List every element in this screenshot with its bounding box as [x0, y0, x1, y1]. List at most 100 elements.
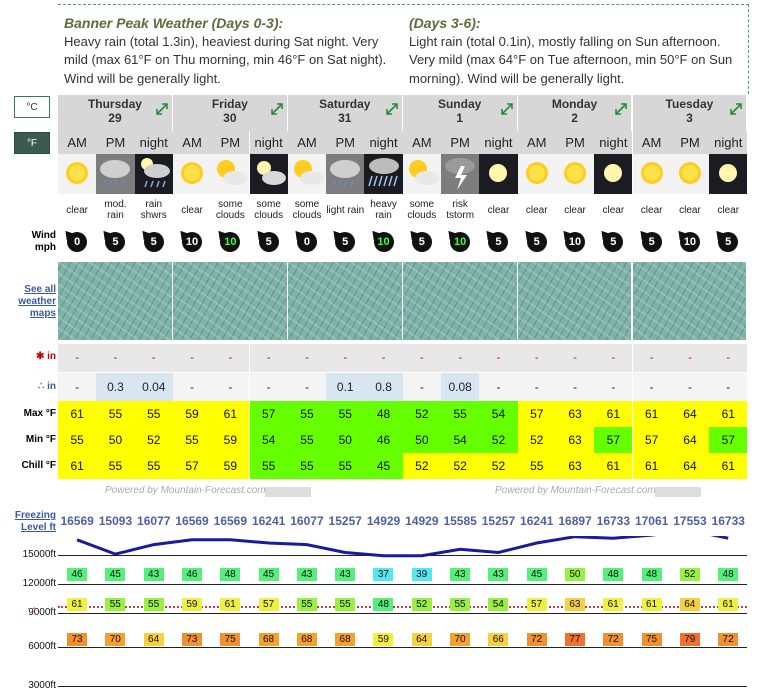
condition-text: clear: [717, 204, 740, 216]
expand-icon[interactable]: [730, 103, 743, 115]
wind-unit-text: mph: [34, 242, 56, 253]
min-temp-cell: 55: [287, 427, 327, 453]
min-temp-cell: 52: [479, 427, 518, 453]
min-temp-cell: 50: [402, 427, 441, 453]
snow-value: -: [594, 344, 633, 372]
weather-map-thumbnail[interactable]: [517, 262, 632, 340]
sun-cloud-icon: [402, 154, 441, 194]
temp-badge-6000ft: 59: [373, 633, 394, 646]
wind-speed-icon: 5: [250, 228, 288, 256]
max-temp-cell: 55: [96, 401, 135, 427]
day-name: Thursday: [87, 97, 142, 111]
moon-icon: [709, 154, 748, 194]
max-temp-cell: 59: [172, 401, 212, 427]
chill-temp-cell: 61: [709, 453, 748, 479]
temp-badge-6000ft: 72: [718, 633, 739, 646]
temp-badge-12000ft: 45: [258, 568, 279, 581]
snow-value: -: [211, 344, 250, 372]
min-temp-cell: 63: [555, 427, 595, 453]
chill-temp-cell: 52: [441, 453, 480, 479]
wind-speed-icon: 10: [364, 228, 402, 256]
max-temp-cell: 57: [249, 401, 288, 427]
max-temp-cell: 61: [594, 401, 633, 427]
freezing-level-value: 15257: [481, 514, 516, 528]
max-temp-cell: 57: [517, 401, 556, 427]
day-date: 3: [686, 111, 693, 125]
share-icons[interactable]: [655, 487, 701, 497]
condition-text: heavy rain: [370, 199, 397, 221]
temp-badge-12000ft: 50: [564, 568, 585, 581]
day-header[interactable]: Monday 2: [517, 95, 632, 131]
day-header[interactable]: Saturday 31: [287, 95, 402, 131]
fahrenheit-button[interactable]: °F: [14, 132, 50, 154]
expand-icon[interactable]: [615, 103, 628, 115]
weather-map-thumbnail[interactable]: [632, 262, 747, 340]
expand-icon[interactable]: [156, 103, 168, 115]
wind-label-text: Wind: [31, 230, 56, 241]
wind-speed-icon: 5: [326, 228, 364, 256]
condition-text: clear: [602, 204, 625, 216]
wind-value: 0: [296, 232, 317, 252]
share-icons[interactable]: [265, 487, 311, 497]
temp-badge-12000ft: 39: [411, 568, 432, 581]
min-temp-cell: 50: [326, 427, 365, 453]
wind-value: 10: [679, 232, 700, 252]
freezing-level-value: 16733: [711, 514, 745, 528]
expand-icon[interactable]: [385, 103, 398, 115]
expand-icon[interactable]: [270, 103, 283, 115]
weather-map-thumbnail[interactable]: [172, 262, 287, 340]
weather-map-thumbnail[interactable]: [287, 262, 402, 340]
freezing-level-value: 16897: [558, 514, 592, 528]
snow-value: -: [249, 344, 288, 372]
wind-label: Wind mph: [0, 228, 56, 258]
weather-map-thumbnail[interactable]: [58, 262, 172, 340]
day-header[interactable]: Tuesday 3: [632, 95, 747, 131]
temp-badge-12000ft: 43: [143, 568, 164, 581]
rain-value: -: [594, 373, 633, 401]
freezing-level-value: 15093: [98, 514, 133, 528]
condition-text: light rain: [326, 204, 365, 216]
temp-badge-9000ft: 61: [603, 598, 624, 611]
rain-value: -: [479, 373, 518, 401]
celsius-button[interactable]: °C: [14, 96, 50, 118]
summary-left-title: Banner Peak Weather (Days 0-3):: [64, 15, 284, 31]
weather-map-thumbnail[interactable]: [402, 262, 517, 340]
moon-icon: [479, 154, 518, 194]
min-temp-cell: 57: [632, 427, 671, 453]
day-header[interactable]: Sunday 1: [402, 95, 517, 131]
freezing-level-value: 17061: [634, 514, 669, 528]
temp-badge-9000ft: 52: [411, 598, 432, 611]
wind-speed-icon: 10: [671, 228, 709, 256]
wind-value: 5: [143, 232, 164, 252]
wind-value: 5: [411, 232, 432, 252]
sun-cloud-icon: [287, 154, 327, 194]
wind-value: 5: [641, 232, 662, 252]
chill-temp-cell: 55: [134, 453, 173, 479]
max-temp-cell: 61: [211, 401, 250, 427]
expand-icon[interactable]: [500, 103, 513, 115]
wind-speed-icon: 5: [135, 228, 173, 256]
temp-badge-9000ft: 57: [526, 598, 547, 611]
wind-value: 10: [220, 232, 241, 252]
chill-temp-cell: 55: [287, 453, 327, 479]
min-temp-cell: 57: [594, 427, 633, 453]
temp-badge-12000ft: 43: [450, 568, 470, 581]
period-label: PM: [326, 131, 365, 154]
day-header[interactable]: Thursday 29: [58, 95, 172, 131]
powered-by-text: Powered by Mountain-Forecast.com: [495, 485, 656, 496]
chill-temp-cell: 63: [555, 453, 595, 479]
temp-badge-6000ft: 75: [641, 633, 662, 646]
snow-value: -: [402, 344, 441, 372]
snow-value: -: [134, 344, 173, 372]
temp-badge-9000ft: 55: [143, 598, 164, 611]
day-header[interactable]: Friday 30: [172, 95, 287, 131]
day-name: Sunday: [437, 97, 482, 111]
min-temp-cell: 57: [709, 427, 748, 453]
wind-speed-icon: 10: [173, 228, 211, 256]
altitude-label: 6000ft: [28, 641, 56, 652]
wind-speed-icon: 10: [211, 228, 249, 256]
period-label: night: [594, 131, 633, 154]
period-label: AM: [287, 131, 327, 154]
min-temp-cell: 55: [172, 427, 212, 453]
weather-maps-link[interactable]: See all weather maps: [18, 284, 56, 319]
